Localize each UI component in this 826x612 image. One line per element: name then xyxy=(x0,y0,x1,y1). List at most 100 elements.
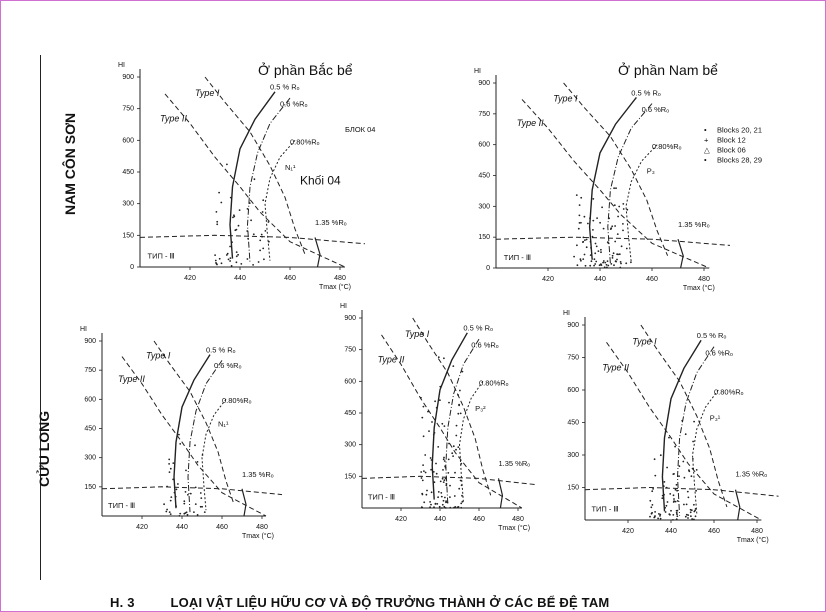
data-point xyxy=(444,477,447,480)
data-point xyxy=(460,502,463,505)
x-tick-label: 440 xyxy=(594,276,606,283)
data-point xyxy=(434,502,437,505)
data-point xyxy=(653,516,656,519)
data-point xyxy=(448,401,450,404)
data-point xyxy=(664,511,667,513)
y-tick-label: 300 xyxy=(84,455,96,462)
data-point xyxy=(442,499,445,502)
data-point xyxy=(444,507,447,509)
data-point xyxy=(668,513,671,516)
ro-060-curve xyxy=(187,360,223,513)
y-tick-label: 900 xyxy=(84,338,96,345)
type2-boundary-curve xyxy=(164,93,346,268)
data-point xyxy=(580,196,583,199)
data-point xyxy=(262,199,265,202)
data-point xyxy=(235,228,238,231)
data-point xyxy=(663,481,666,483)
data-point xyxy=(622,203,625,205)
data-point xyxy=(443,357,445,360)
data-point xyxy=(175,505,177,508)
data-point xyxy=(453,506,455,509)
data-point xyxy=(227,258,230,261)
data-point xyxy=(215,262,217,264)
data-point xyxy=(177,483,179,485)
data-point xyxy=(665,504,668,507)
data-point xyxy=(661,497,664,500)
data-point xyxy=(659,515,661,517)
data-point xyxy=(246,258,249,260)
data-point xyxy=(573,255,575,258)
type3-label: ТИП - Ⅲ xyxy=(148,252,175,261)
data-point xyxy=(589,264,592,267)
data-point xyxy=(691,518,693,520)
x-tick-label: 460 xyxy=(708,528,720,535)
data-point xyxy=(168,458,171,461)
data-point xyxy=(600,263,602,266)
data-point xyxy=(203,511,206,513)
data-point xyxy=(674,445,676,448)
data-point xyxy=(422,435,425,438)
legend-entry: Block 06 xyxy=(717,145,746,154)
data-point xyxy=(166,485,168,488)
data-point xyxy=(597,250,600,253)
type2-label: Type II xyxy=(378,354,405,364)
x-tick-label: 480 xyxy=(512,516,524,523)
data-point xyxy=(695,489,697,492)
data-point xyxy=(659,454,662,457)
data-point xyxy=(452,365,455,367)
data-point xyxy=(229,257,232,259)
x-axis-label: Tmax (°C) xyxy=(498,524,530,532)
data-point xyxy=(589,217,591,220)
data-point xyxy=(232,216,234,219)
data-point xyxy=(613,187,615,190)
y-tick-label: 300 xyxy=(478,203,490,210)
data-point xyxy=(461,500,464,503)
ro-080-label: 0.80%Rₒ xyxy=(714,387,744,396)
data-point xyxy=(226,252,229,255)
data-point xyxy=(459,412,462,415)
data-point xyxy=(447,458,450,461)
y-tick-label: 450 xyxy=(344,410,356,417)
ro-050-curve xyxy=(661,339,702,512)
ro-050-label: 0.5 % Rₒ xyxy=(463,324,493,333)
data-point xyxy=(214,259,217,262)
data-point xyxy=(247,237,250,240)
type1-boundary-curve xyxy=(640,324,728,508)
data-point xyxy=(429,506,431,509)
data-point xyxy=(267,221,270,223)
ro-060-curve xyxy=(445,338,480,504)
data-point xyxy=(619,261,622,263)
data-point xyxy=(184,491,187,493)
data-point xyxy=(651,511,653,514)
data-point xyxy=(593,264,595,267)
data-point xyxy=(166,508,168,511)
ro-080-curve xyxy=(625,144,658,262)
data-point xyxy=(615,187,617,190)
y-tick-label: 600 xyxy=(344,378,356,385)
data-point xyxy=(443,479,446,482)
data-point xyxy=(617,215,619,218)
ro-050-label: 0.5 % Rₒ xyxy=(270,83,300,92)
data-point xyxy=(444,466,447,469)
data-point xyxy=(423,501,426,504)
data-point xyxy=(439,480,442,483)
type1-label: Type I xyxy=(146,351,171,361)
ro-080-curve xyxy=(201,398,227,511)
data-point xyxy=(590,247,592,249)
data-point xyxy=(433,506,435,509)
data-point xyxy=(193,511,195,513)
ro-135-curve xyxy=(497,478,504,509)
data-point xyxy=(659,517,662,520)
data-point xyxy=(237,224,240,227)
data-point xyxy=(449,484,451,487)
data-point xyxy=(201,505,204,508)
data-point xyxy=(663,493,665,496)
data-point xyxy=(225,254,228,256)
data-point xyxy=(194,444,196,447)
data-point xyxy=(194,486,197,489)
data-point xyxy=(446,501,449,504)
formation-label: N₁¹ xyxy=(218,420,229,429)
panel-title: Ở phần Bắc bể xyxy=(258,61,353,78)
